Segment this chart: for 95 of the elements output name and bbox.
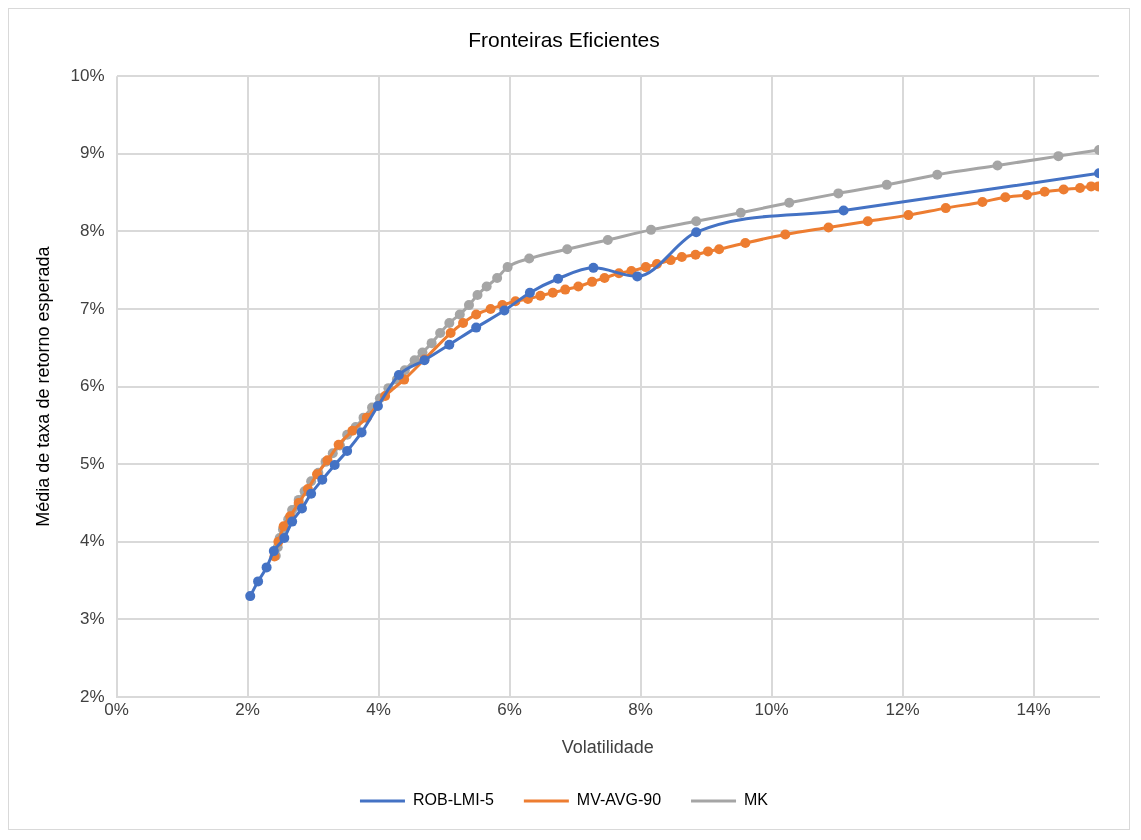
point (784, 197, 795, 208)
point (823, 222, 834, 233)
point (524, 253, 535, 264)
point (1000, 192, 1011, 203)
y-tick-label: 9% (80, 143, 105, 163)
point (1075, 182, 1086, 193)
point (1021, 189, 1032, 200)
x-tick-label: 6% (497, 699, 522, 719)
point (838, 205, 849, 216)
point (306, 488, 317, 499)
point (1058, 184, 1069, 195)
point (691, 216, 702, 227)
point (463, 300, 474, 311)
x-tick-label: 0% (104, 699, 129, 719)
y-tick-label: 7% (80, 298, 105, 318)
chart-title: Fronteiras Eficientes (468, 28, 660, 52)
y-tick-label: 5% (80, 453, 105, 473)
point (471, 322, 482, 333)
point (553, 273, 564, 284)
point (691, 227, 702, 238)
point (992, 160, 1003, 171)
point (347, 425, 358, 436)
point (588, 262, 599, 273)
point (481, 281, 492, 292)
x-tick-label: 14% (1016, 699, 1051, 719)
point (287, 516, 298, 527)
point (499, 305, 510, 316)
point (573, 281, 584, 292)
point (317, 474, 328, 485)
point (245, 591, 256, 602)
point (535, 290, 546, 301)
legend-label: MV-AVG-90 (576, 791, 662, 809)
point (881, 179, 892, 190)
point (599, 272, 610, 283)
point (977, 196, 988, 207)
point (560, 284, 571, 295)
point (562, 244, 573, 255)
point (426, 338, 437, 349)
point (502, 262, 513, 273)
point (932, 169, 943, 180)
point (703, 246, 714, 257)
x-tick-label: 10% (754, 699, 789, 719)
point (372, 401, 383, 411)
point (279, 532, 290, 543)
point (1039, 186, 1050, 197)
point (458, 317, 469, 328)
x-tick-label: 8% (628, 699, 653, 719)
point (253, 576, 264, 587)
point (632, 271, 643, 282)
legend-label: MK (744, 791, 769, 809)
point (329, 459, 340, 470)
legend-label: ROB-LMI-5 (412, 791, 494, 809)
y-axis-title: Média de taxa de retorno esperada (32, 245, 53, 527)
y-tick-label: 4% (80, 531, 105, 551)
y-tick-label: 3% (80, 609, 105, 629)
y-tick-label: 2% (80, 686, 105, 706)
point (342, 446, 353, 457)
point (587, 276, 598, 287)
point (445, 328, 456, 339)
point (472, 290, 483, 301)
point (1053, 151, 1064, 162)
point (862, 216, 873, 227)
point (833, 188, 844, 199)
point (393, 369, 404, 380)
point (524, 287, 535, 298)
point (454, 309, 465, 320)
point (444, 317, 455, 328)
point (646, 224, 657, 235)
point (676, 252, 687, 263)
point (690, 249, 701, 260)
x-tick-label: 2% (235, 699, 260, 719)
x-tick-label: 4% (366, 699, 391, 719)
point (640, 262, 651, 273)
point (444, 339, 455, 350)
point (356, 427, 367, 438)
point (485, 304, 496, 314)
point (492, 272, 503, 283)
y-tick-label: 8% (80, 221, 105, 241)
point (735, 207, 746, 218)
point (296, 503, 307, 514)
point (780, 229, 791, 240)
y-tick-label: 10% (70, 65, 105, 85)
point (471, 309, 482, 320)
x-tick-label: 12% (885, 699, 920, 719)
point (547, 287, 558, 298)
point (268, 546, 279, 557)
point (714, 244, 725, 255)
x-axis-title: Volatilidade (561, 737, 654, 758)
point (903, 210, 914, 221)
point (602, 234, 613, 245)
point (435, 328, 446, 339)
point (261, 562, 272, 573)
y-tick-label: 6% (80, 376, 105, 396)
point (740, 238, 751, 249)
point (940, 203, 951, 214)
